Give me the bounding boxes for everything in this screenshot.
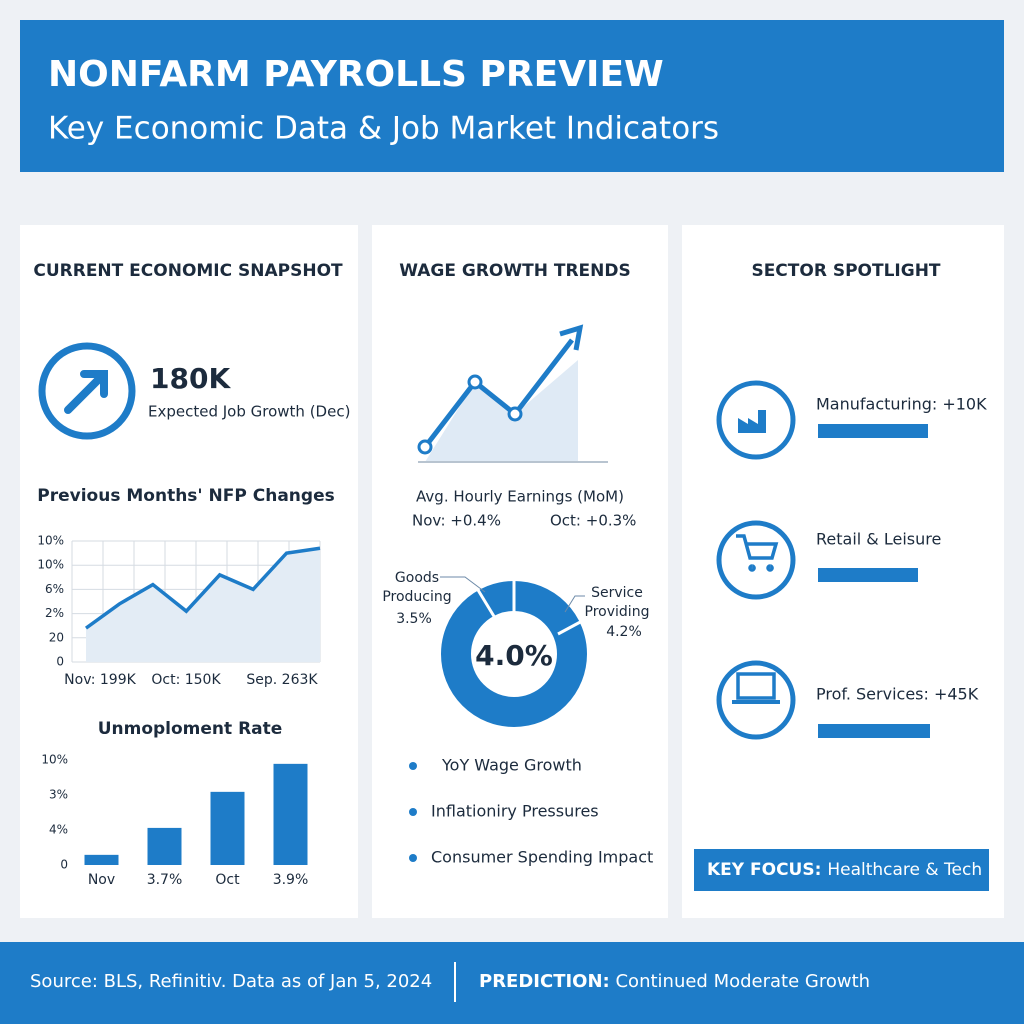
x-tick-label: 3.7%	[147, 872, 183, 888]
trend-arrow	[559, 324, 584, 351]
bullet-dot	[409, 854, 417, 862]
key-focus-value: Healthcare & Tech	[827, 860, 982, 880]
icon	[732, 700, 780, 704]
icon	[738, 410, 766, 433]
earnings-nov: Nov: +0.4%	[412, 512, 501, 530]
x-tick-label: 3.9%	[273, 872, 309, 888]
prediction-prefix: PREDICTION:	[479, 971, 610, 992]
x-tick-label: Nov: 199K	[64, 672, 136, 688]
sector-bar	[818, 568, 918, 582]
y-tick-label: 3%	[49, 788, 68, 802]
y-tick-label: 10%	[41, 753, 68, 767]
key-focus	[694, 849, 989, 891]
trend-point	[417, 439, 433, 455]
sector-icon-ring	[716, 520, 796, 600]
icon	[64, 370, 108, 414]
x-tick-label: Oct: 150K	[151, 672, 221, 688]
donut-label: Goods Producing	[382, 570, 451, 605]
chart-title: Unmoploment Rate	[98, 719, 283, 739]
earnings-oct: Oct: +0.3%	[550, 512, 636, 530]
prediction-value: Continued Moderate Growth	[615, 971, 870, 992]
bullet-dot	[409, 808, 417, 816]
title: NONFARM PAYROLLS PREVIEW	[48, 54, 664, 95]
panel-title: WAGE GROWTH TRENDS	[399, 261, 631, 281]
panel-title: SECTOR SPOTLIGHT	[751, 261, 940, 281]
footer	[0, 942, 1024, 1024]
y-tick-label: 6%	[45, 582, 64, 596]
x-tick-label: Sep. 263K	[246, 672, 318, 688]
sector-label: Retail & Leisure	[816, 530, 941, 549]
bar	[84, 854, 119, 865]
x-tick-label: Oct	[215, 872, 240, 888]
icon	[736, 672, 776, 700]
leader	[564, 595, 585, 613]
y-tick-label: 2%	[45, 606, 64, 620]
trend-point	[467, 374, 483, 390]
y-tick-label: 20	[49, 630, 64, 644]
key-focus-prefix: KEY FOCUS:	[707, 860, 821, 880]
x-tick-label: Nov	[88, 872, 115, 888]
donut-center: 4.0%	[475, 639, 553, 672]
donut-label: Service Providing	[585, 585, 650, 620]
sector-icon-ring	[716, 660, 796, 740]
donut-divider	[557, 618, 585, 636]
donut-value: 4.2%	[606, 624, 642, 640]
prediction: PREDICTION: Continued Moderate Growth	[479, 971, 870, 992]
bullet-text: Consumer Spending Impact	[431, 848, 653, 867]
line	[84, 546, 321, 630]
header	[20, 20, 1004, 172]
sector-label: Manufacturing: +10K	[816, 395, 987, 414]
trend-area	[425, 360, 578, 462]
trend-point	[507, 406, 523, 422]
y-tick-label: 4%	[49, 823, 68, 837]
kpi-value: 180K	[150, 362, 231, 395]
kpi-label: Expected Job Growth (Dec)	[148, 403, 350, 421]
y-tick-label: 0	[60, 858, 68, 872]
bullet-list: YoY Wage Growth Inflationiry Pressures Con…	[409, 756, 653, 867]
sector-label: Prof. Services: +45K	[816, 685, 979, 704]
leader	[440, 576, 486, 593]
donut-value: 3.5%	[396, 611, 432, 627]
trend-line	[423, 338, 574, 449]
donut-divider	[476, 589, 497, 619]
sector-list: Manufacturing: +10K Retail & Leisure Prof.…	[716, 380, 987, 740]
icon	[736, 534, 779, 572]
bullet-dot	[409, 762, 417, 770]
chart-title: Previous Months' NFP Changes	[37, 486, 334, 506]
panel-title: CURRENT ECONOMIC SNAPSHOT	[33, 261, 343, 281]
icon	[38, 342, 136, 440]
earnings-label: Avg. Hourly Earnings (MoM)	[416, 488, 624, 506]
sector-icon-ring	[716, 380, 796, 460]
panel	[372, 225, 668, 918]
subtitle: Key Economic Data & Job Market Indicator…	[48, 111, 719, 147]
bar	[273, 763, 308, 865]
y-tick-label: 10%	[37, 534, 64, 548]
y-tick-label: 10%	[37, 558, 64, 572]
y-tick-label: 0	[56, 655, 64, 669]
key-focus-label: KEY FOCUS: Healthcare & Tech	[707, 860, 982, 880]
bar	[210, 791, 245, 865]
area	[86, 548, 320, 662]
bar	[147, 827, 182, 865]
sector-bar	[818, 424, 928, 438]
bullet-text: YoY Wage Growth	[441, 756, 582, 775]
bullet-text: Inflationiry Pressures	[431, 802, 599, 821]
sector-bar	[818, 724, 930, 738]
source: Source: BLS, Refinitiv. Data as of Jan 5…	[30, 971, 432, 992]
